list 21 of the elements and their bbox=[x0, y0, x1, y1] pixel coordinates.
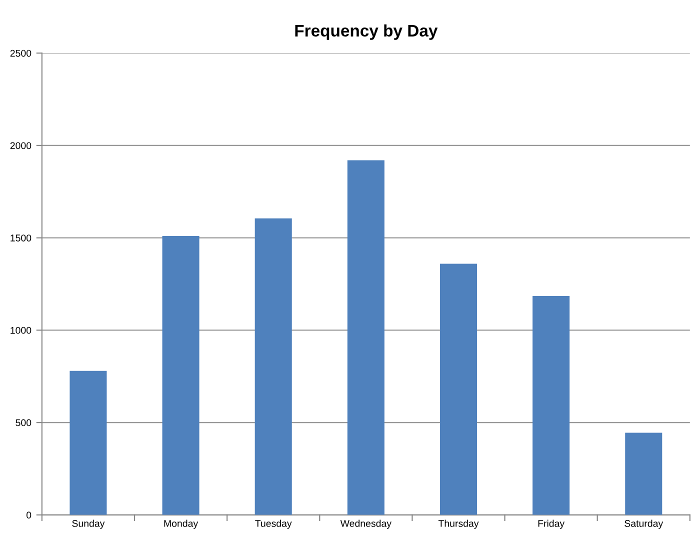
x-tick-label: Tuesday bbox=[255, 520, 292, 529]
x-tick-label: Saturday bbox=[624, 520, 664, 529]
bar bbox=[440, 264, 478, 515]
y-tick-label: 2000 bbox=[10, 142, 32, 150]
bar bbox=[625, 432, 662, 515]
bar bbox=[254, 218, 292, 515]
x-tick-label: Sunday bbox=[72, 520, 105, 529]
y-tick-label: 2500 bbox=[10, 50, 32, 57]
x-tick-label: Thursday bbox=[438, 520, 479, 529]
bar bbox=[347, 160, 384, 515]
y-tick-label: 500 bbox=[16, 419, 32, 426]
y-tick-label: 1000 bbox=[10, 326, 32, 334]
chart-title: Frequency by Day bbox=[295, 24, 438, 40]
bar bbox=[70, 370, 107, 515]
y-tick-label: 1500 bbox=[10, 234, 32, 242]
x-tick-label: Monday bbox=[164, 520, 198, 529]
y-tick-label: 0 bbox=[26, 512, 32, 519]
bar bbox=[532, 296, 570, 515]
x-tick-label: Friday bbox=[538, 520, 565, 529]
x-tick-label: Wednesday bbox=[340, 520, 392, 529]
bar bbox=[162, 236, 200, 515]
